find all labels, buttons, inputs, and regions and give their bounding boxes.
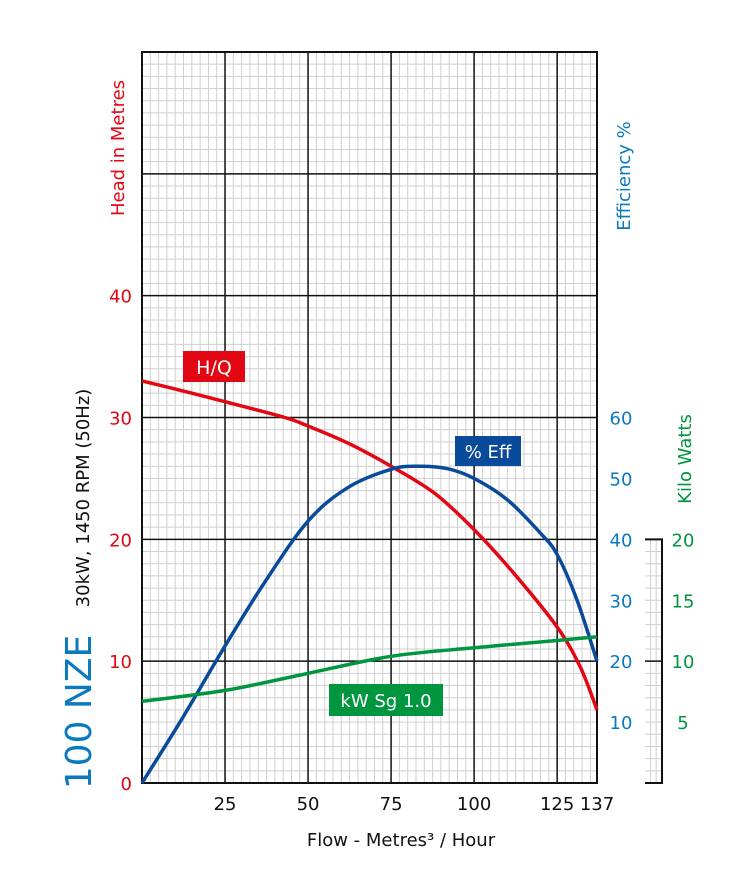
kw-scale-grid (645, 538, 663, 784)
series-line-h-q (141, 379, 599, 711)
eff-label-box (455, 436, 521, 466)
series-line--eff (140, 464, 599, 784)
tick-labels: 25 50 75 100 125 137 0 10 20 30 40 10 20 30 40 50 60 5 10 1… (109, 287, 694, 815)
efficiency-tick-label: 60 (610, 409, 633, 430)
head-tick-label: 10 (109, 652, 132, 673)
x-tick-label: 50 (297, 794, 320, 815)
efficiency-tick-label: 40 (610, 530, 633, 551)
kilowatts-tick-label: 20 (672, 530, 695, 551)
kilowatts-tick-label: 5 (677, 713, 688, 734)
kw-label-box (329, 684, 443, 716)
series-line-kw-sg-1-0 (141, 635, 598, 704)
kilowatts-tick-label: 15 (672, 591, 695, 612)
kw-label: kW Sg 1.0 (340, 691, 431, 712)
x-axis-title: Flow - Metres³ / Hour (307, 830, 496, 851)
efficiency-tick-label: 50 (610, 469, 633, 490)
head-tick-label: 40 (109, 287, 132, 308)
eff-label: % Eff (465, 442, 512, 463)
curves (140, 379, 599, 784)
x-tick-label: 25 (214, 794, 237, 815)
x-tick-label: 125 (540, 794, 574, 815)
efficiency-tick-label: 20 (610, 652, 633, 673)
model-title: 100 NZE (59, 635, 100, 790)
grid (141, 51, 598, 784)
head-tick-label: 30 (109, 409, 132, 430)
head-axis-title: Head in Metres (108, 80, 129, 216)
efficiency-tick-label: 10 (610, 713, 633, 734)
kilowatts-tick-label: 10 (672, 652, 695, 673)
x-tick-label: 137 (580, 794, 614, 815)
x-tick-label: 75 (380, 794, 403, 815)
hq-label: H/Q (196, 357, 232, 379)
plot-frame (141, 51, 598, 784)
head-tick-label: 20 (109, 530, 132, 551)
pump-spec-subtitle: 30kW, 1450 RPM (50Hz) (73, 389, 94, 608)
kw-scale-frame (645, 538, 663, 784)
kilowatts-axis-title: Kilo Watts (675, 414, 696, 504)
efficiency-axis-title: Efficiency % (614, 121, 635, 231)
x-tick-label: 100 (457, 794, 491, 815)
head-tick-label: 0 (121, 774, 132, 795)
efficiency-tick-label: 30 (610, 591, 633, 612)
hq-label-box (183, 351, 245, 382)
